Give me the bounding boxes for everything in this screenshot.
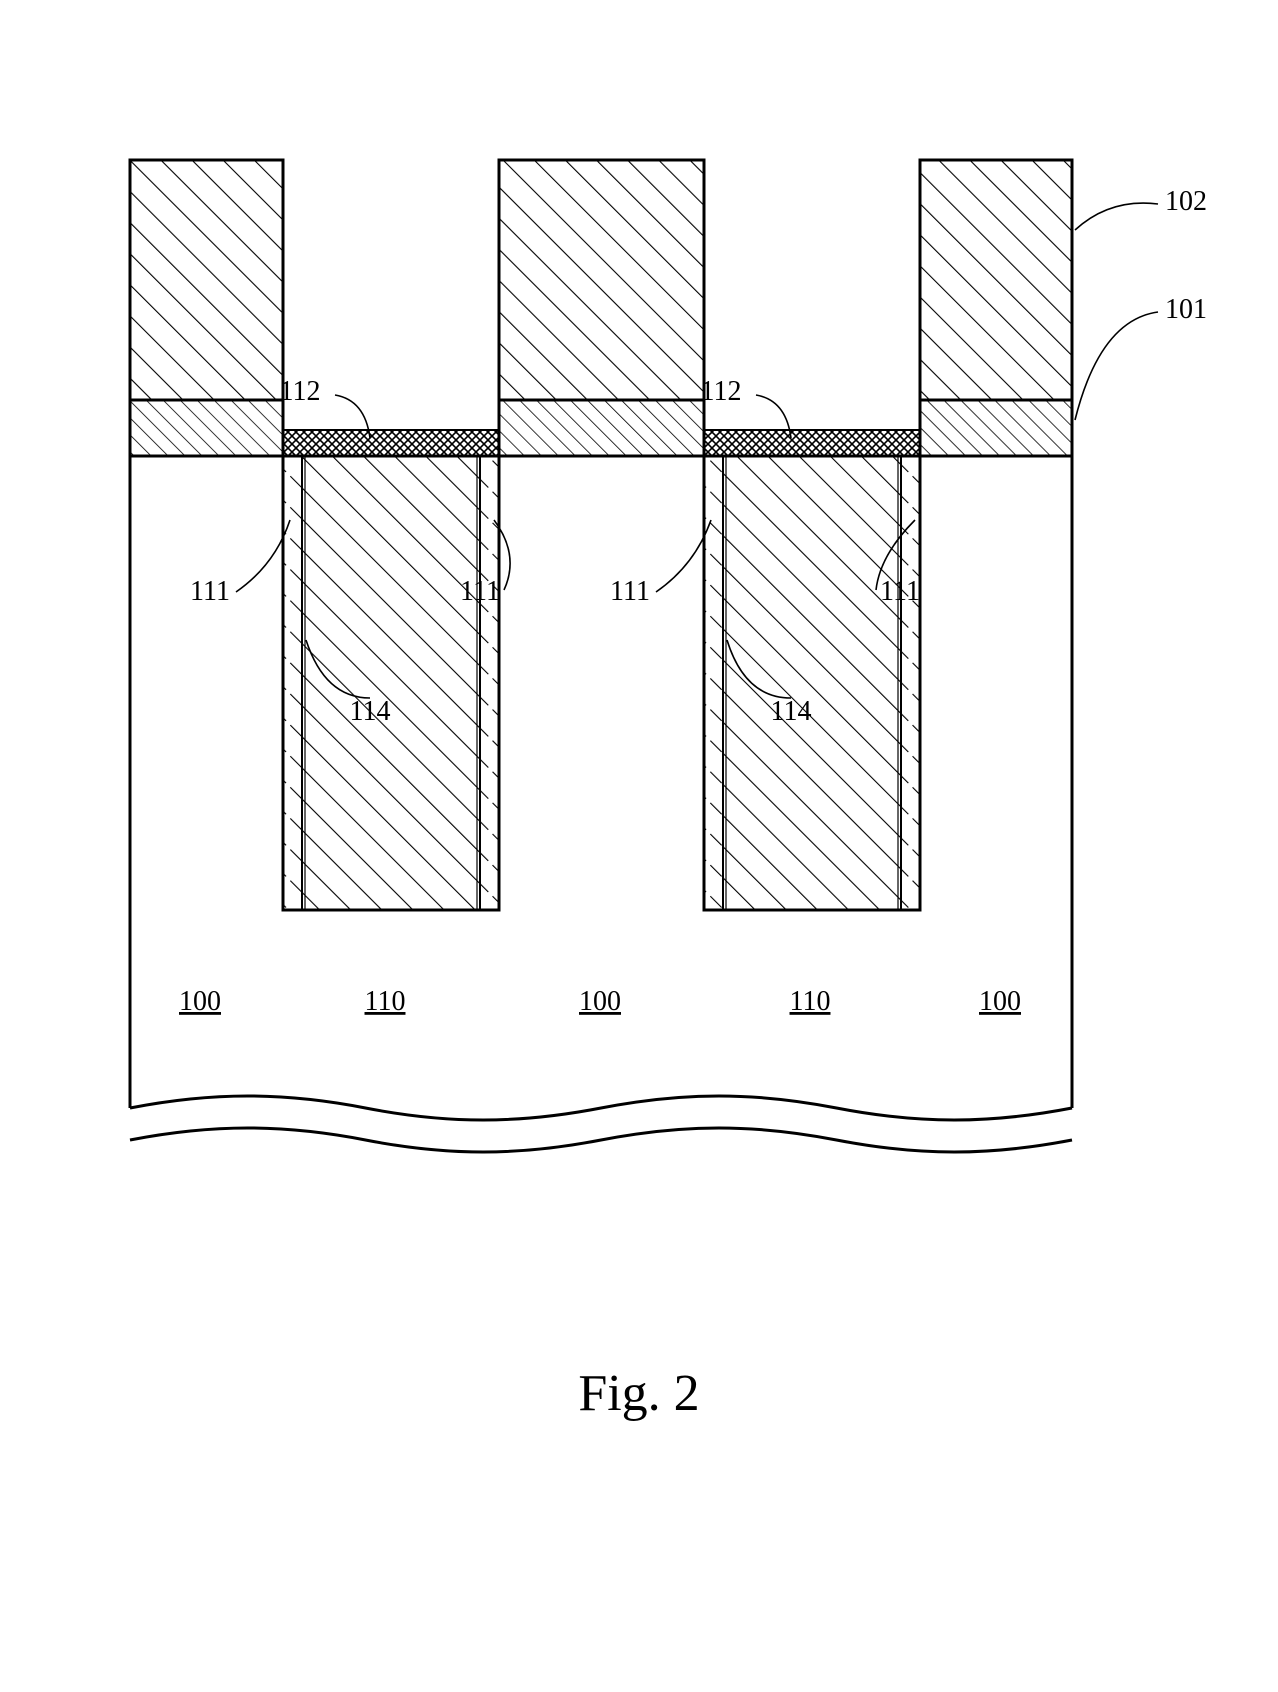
label-112: 112 — [701, 376, 742, 407]
label-102: 102 — [1165, 186, 1207, 217]
cross-section-diagram: 112 112 102 101 111 111 111 111 114 114 100 110 100 1… — [0, 0, 1278, 1692]
label-111: 111 — [460, 576, 500, 607]
label-110: 110 — [790, 986, 831, 1017]
mask-layer-101 — [920, 400, 1072, 456]
label-114: 114 — [350, 696, 391, 727]
label-100: 100 — [579, 986, 621, 1017]
label-100: 100 — [979, 986, 1021, 1017]
cap-112 — [704, 430, 920, 456]
mask-layer-102 — [920, 160, 1072, 400]
label-111: 111 — [610, 576, 650, 607]
label-111: 111 — [190, 576, 230, 607]
cap-112 — [283, 430, 499, 456]
mask-layer-102 — [130, 160, 283, 400]
trench-fill-110 — [302, 456, 480, 910]
label-110: 110 — [365, 986, 406, 1017]
label-112: 112 — [280, 376, 321, 407]
label-100: 100 — [179, 986, 221, 1017]
mask-layer-101 — [499, 400, 704, 456]
mask-layer-102 — [499, 160, 704, 400]
label-101: 101 — [1165, 294, 1207, 325]
label-114: 114 — [771, 696, 812, 727]
trench-fill-110 — [723, 456, 901, 910]
figure-caption: Fig. 2 — [578, 1365, 699, 1422]
mask-layer-101 — [130, 400, 283, 456]
label-111: 111 — [880, 576, 920, 607]
